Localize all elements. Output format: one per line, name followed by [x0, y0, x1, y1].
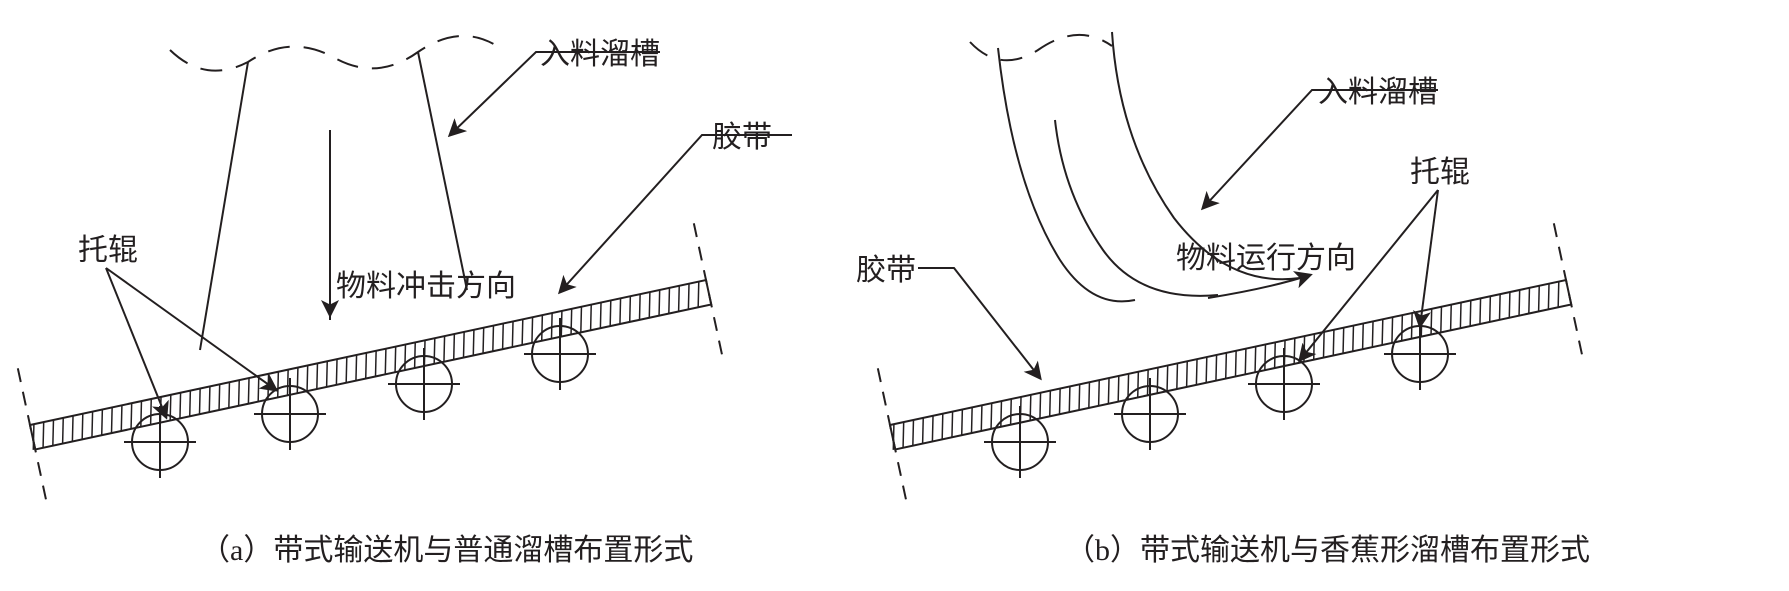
- diag-a-label-chute_lbl: 入料溜槽: [540, 38, 660, 71]
- diag-a-chute-top: [170, 36, 500, 71]
- diag-a-roller-3: [524, 318, 596, 390]
- diag-b-label-belt_lbl: 胶带: [856, 254, 916, 287]
- diag-b-belt-hatch: [893, 282, 1559, 450]
- diag-b-belt-outline: [890, 280, 1571, 449]
- diag-a-label-impact_dir: 物料冲击方向: [336, 270, 516, 303]
- diag-b-roller-3: [1384, 318, 1456, 390]
- diag-a-label-belt_lbl: 胶带: [712, 121, 772, 154]
- diag-b-label-run_dir: 物料运行方向: [1176, 242, 1356, 275]
- diag-a-belt-hatch: [33, 282, 699, 450]
- diag-a-belt-outline: [30, 280, 711, 449]
- diag-a-caption: （a）带式输送机与普通溜槽布置形式: [200, 534, 693, 567]
- diag-b-roller-2: [1248, 348, 1320, 420]
- diag-a-roller-2: [388, 348, 460, 420]
- diag-b-chute-top: [970, 35, 1112, 60]
- diag-a-label-roller_lbl: 托辊: [78, 234, 138, 267]
- diag-b-arrow-belt_lbl: [918, 268, 1040, 378]
- diag-b-label-chute_lbl: 入料溜槽: [1318, 76, 1438, 109]
- diag-b-arrow-roller_lbl-0: [1300, 190, 1438, 360]
- diag-b-label-roller_lbl: 托辊: [1410, 156, 1470, 189]
- diag-a-chute-left: [200, 62, 248, 350]
- diag-a-arrow-belt_lbl: [560, 135, 792, 292]
- diag-a-chute-right: [418, 52, 467, 290]
- diag-b-caption: （b）带式输送机与香蕉形溜槽布置形式: [1065, 534, 1590, 567]
